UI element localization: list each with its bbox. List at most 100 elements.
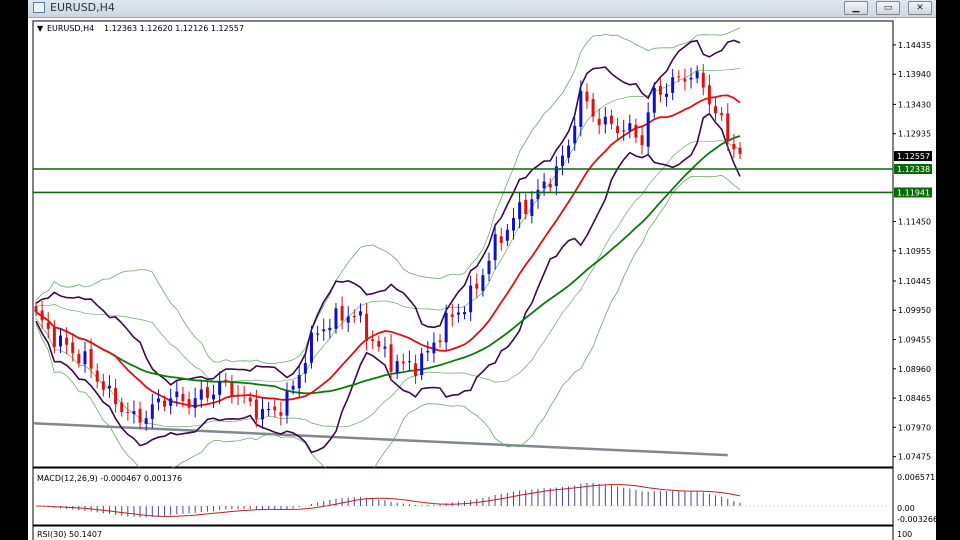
candle-body [114, 388, 118, 405]
price-pane-header-prefix: ▼ [37, 24, 44, 33]
candle [254, 389, 258, 428]
candle-body [175, 391, 179, 398]
y-tick-label: 1.13940 [898, 70, 931, 79]
close-button[interactable]: ✕ [908, 1, 932, 15]
candle [65, 327, 69, 355]
candle-body [493, 234, 497, 261]
candle-body [714, 106, 718, 114]
candle-body [683, 78, 687, 82]
candle-body [738, 147, 742, 155]
candle-body [279, 412, 283, 416]
candle-body [77, 354, 81, 364]
candle-body [426, 351, 430, 353]
candle-body [603, 116, 607, 125]
candle [707, 74, 711, 115]
window-titlebar[interactable]: EURUSD,H4 ▁ ▭ ✕ [28, 0, 936, 18]
candle-body [518, 202, 522, 220]
candle-body [126, 411, 130, 413]
candle [261, 398, 265, 429]
candle [205, 381, 209, 403]
candle [107, 375, 111, 398]
candle [138, 401, 142, 430]
rsi-header: RSI(30) 50.1407 [37, 530, 102, 539]
price-label-level_1: 1.12338 [897, 165, 930, 174]
candle-body [120, 402, 124, 413]
candle-body [316, 333, 320, 335]
candle [150, 393, 154, 429]
candle [665, 83, 669, 107]
y-tick-label: 1.07970 [898, 423, 931, 432]
chart-window-icon [33, 2, 45, 13]
candle-body [438, 340, 442, 343]
candle-body [640, 135, 644, 146]
candle-body [609, 115, 613, 124]
candle [738, 142, 742, 160]
candle [334, 302, 338, 334]
y-tick-label: 1.10955 [898, 247, 931, 256]
candle-body [71, 342, 75, 354]
candle [365, 303, 369, 351]
candle-body [548, 183, 552, 188]
candle-body [622, 130, 626, 132]
candle [322, 318, 326, 341]
maximize-button[interactable]: ▭ [876, 1, 900, 15]
candle-body [689, 77, 693, 80]
candle [573, 117, 577, 151]
candle-body [720, 113, 724, 116]
candle-body [83, 351, 87, 365]
candle [371, 330, 375, 349]
candle [358, 303, 362, 323]
candle [285, 382, 289, 424]
macd-header: MACD(12,26,9) -0.000467 0.001376 [37, 474, 182, 483]
candle [242, 385, 246, 404]
candle-body [444, 312, 448, 343]
candle-body [726, 113, 730, 142]
candle [52, 320, 56, 354]
y-tick-label: 1.07475 [898, 453, 931, 462]
macd-pane [32, 467, 894, 526]
chart-canvas[interactable]: ▼ EURUSD,H4 1.12363 1.12620 1.12126 1.12… [28, 17, 936, 540]
candle-body [107, 385, 111, 389]
macd-series-layer [33, 482, 893, 518]
candle [297, 365, 301, 397]
candle [126, 402, 130, 421]
candle-body [261, 408, 265, 420]
candle-body [236, 395, 240, 397]
price-pane [32, 20, 894, 468]
candle [267, 402, 271, 417]
candle [414, 354, 418, 384]
candle-body [463, 312, 467, 315]
candle [487, 252, 491, 282]
candle [518, 192, 522, 229]
candle [579, 80, 583, 137]
candle-body [224, 379, 228, 381]
chart-window: EURUSD,H4 ▁ ▭ ✕ ▼ EURUSD,H4 1.12363 1.12… [28, 0, 936, 540]
candle [671, 68, 675, 101]
candle [34, 301, 38, 317]
candle-body [138, 408, 142, 423]
candle-body [616, 126, 620, 134]
candle-body [218, 381, 222, 395]
y-tick-label: 1.14435 [898, 41, 931, 50]
candle-body [95, 370, 99, 382]
candle-body [181, 393, 185, 402]
envelope-upper [35, 39, 741, 386]
candle-body [469, 285, 473, 313]
candle-body [169, 398, 173, 406]
candle-body [677, 76, 681, 78]
candle [426, 341, 430, 362]
candle [175, 381, 179, 407]
minimize-button[interactable]: ▁ [844, 1, 868, 15]
bollinger-inner-upper [35, 67, 741, 382]
candle-body [634, 124, 638, 138]
candle-body [242, 394, 246, 396]
candle [695, 65, 699, 84]
price-label-box-level_2 [894, 187, 932, 198]
candle [438, 334, 442, 348]
candle-body [303, 362, 307, 374]
candle-body [297, 375, 301, 389]
candle-body [456, 312, 460, 315]
candle [646, 102, 650, 156]
y-tick-label: 1.08465 [898, 394, 931, 403]
candle [181, 386, 185, 408]
